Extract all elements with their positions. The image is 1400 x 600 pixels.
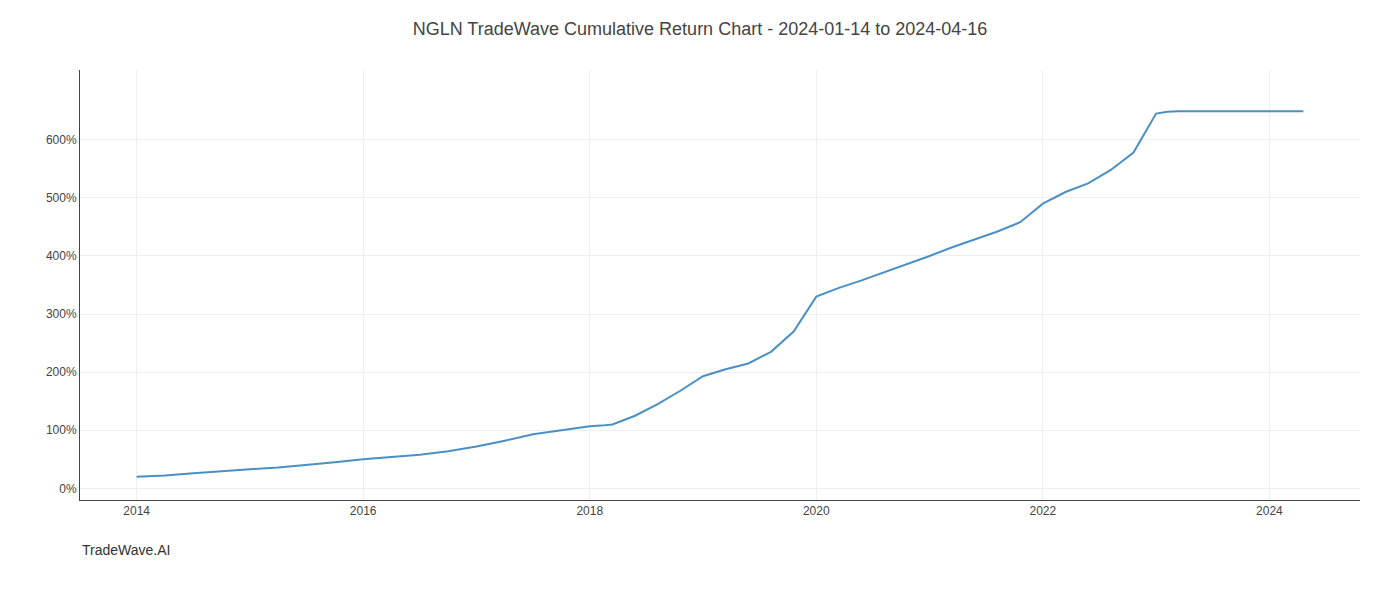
- svg-text:500%: 500%: [46, 191, 77, 205]
- svg-text:400%: 400%: [46, 249, 77, 263]
- svg-text:2014: 2014: [123, 504, 150, 518]
- svg-text:2016: 2016: [350, 504, 377, 518]
- svg-text:2018: 2018: [576, 504, 603, 518]
- svg-text:2024: 2024: [1256, 504, 1283, 518]
- svg-text:2020: 2020: [803, 504, 830, 518]
- svg-text:0%: 0%: [59, 482, 77, 496]
- svg-text:300%: 300%: [46, 307, 77, 321]
- svg-text:NGLN TradeWave Cumulative Retu: NGLN TradeWave Cumulative Return Chart -…: [413, 19, 988, 39]
- svg-text:600%: 600%: [46, 133, 77, 147]
- svg-text:TradeWave.AI: TradeWave.AI: [82, 542, 170, 558]
- svg-text:200%: 200%: [46, 365, 77, 379]
- svg-text:2022: 2022: [1029, 504, 1056, 518]
- svg-text:100%: 100%: [46, 423, 77, 437]
